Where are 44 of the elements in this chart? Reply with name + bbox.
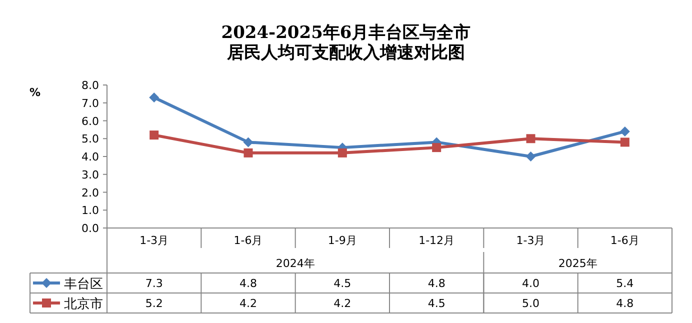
point [620, 138, 630, 147]
data-label: 4.2 [334, 297, 352, 310]
data-label: 5.2 [145, 297, 163, 310]
x-tick-label: 1-6月 [610, 234, 640, 247]
data-label: 4.5 [334, 277, 352, 290]
data-label: 4.8 [240, 277, 257, 290]
point [526, 134, 536, 144]
x-tick-label: 1-6月 [234, 234, 263, 247]
legend-label: 丰台区 [64, 277, 103, 292]
y-tick-label: 1.0 [82, 204, 99, 218]
point [338, 148, 347, 158]
y-tick-label: 2.0 [82, 186, 99, 200]
point [526, 152, 536, 162]
y-tick-label: 0.0 [82, 222, 99, 235]
point [244, 148, 253, 158]
y-tick-label: 8.0 [82, 79, 99, 92]
point [243, 137, 254, 148]
y-tick-label: 7.0 [82, 96, 99, 110]
data-label: 5.0 [522, 297, 540, 310]
text: 2025年 [558, 257, 598, 270]
y-tick-label: 5.0 [82, 132, 99, 146]
data-label: 5.4 [616, 277, 634, 290]
point [432, 143, 442, 152]
data-label: 4.8 [428, 277, 446, 290]
y-axis-title: % [29, 86, 41, 99]
y-tick-label: 4.0 [82, 150, 99, 164]
x-tick-label: 1-9月 [328, 234, 357, 247]
data-label: 4.0 [522, 277, 540, 290]
legend-label: 北京市 [64, 297, 103, 312]
chart-subtitle: 居民人均可支配收入增速对比图 [226, 43, 465, 63]
y-tick-label: 6.0 [82, 114, 99, 128]
x-tick-label: 1-3月 [140, 234, 169, 247]
chart-title: 2024-2025年6月丰台区与全市 [221, 23, 471, 43]
data-label: 4.8 [616, 297, 634, 310]
data-label: 4.5 [428, 297, 446, 310]
y-tick-label: 3.0 [82, 168, 99, 182]
data-label: 7.3 [145, 277, 163, 290]
point [149, 92, 160, 103]
point [150, 130, 159, 140]
text: 2024年 [276, 257, 315, 270]
x-tick-label: 1-3月 [516, 234, 546, 247]
point [620, 126, 630, 136]
x-tick-label: 1-12月 [418, 234, 455, 247]
data-label: 4.2 [240, 297, 257, 310]
